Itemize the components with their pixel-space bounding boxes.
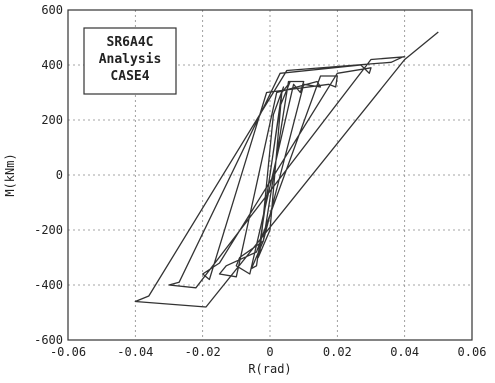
- x-axis-title: R(rad): [248, 362, 291, 376]
- legend-line-3: CASE4: [110, 69, 149, 84]
- plot-frame: [67, 9, 473, 341]
- x-tick-label: 0.06: [458, 345, 487, 359]
- x-tick-label: 0.02: [323, 345, 352, 359]
- y-tick-labels: -600 -400 -200 0 200 400 600: [34, 3, 63, 347]
- y-tick-label: 600: [41, 3, 63, 17]
- x-tick-label: 0.04: [390, 345, 419, 359]
- y-tick-label: -200: [34, 223, 63, 237]
- x-tick-label: 0: [266, 345, 273, 359]
- legend-line-2: Analysis: [99, 52, 162, 67]
- x-tick-label: -0.04: [117, 345, 153, 359]
- y-axis-title: M(kNm): [3, 153, 17, 196]
- y-tick-label: 200: [41, 113, 63, 127]
- y-tick-label: 0: [56, 168, 63, 182]
- y-tick-label: 400: [41, 58, 63, 72]
- y-tick-label: -600: [34, 333, 63, 347]
- x-tick-label: -0.02: [185, 345, 221, 359]
- y-tick-label: -400: [34, 278, 63, 292]
- hysteresis-series: [134, 31, 439, 308]
- legend-box: SR6A4C Analysis CASE4: [83, 27, 177, 95]
- x-tick-label: -0.06: [50, 345, 86, 359]
- legend-line-1: SR6A4C: [107, 35, 154, 50]
- x-tick-labels: -0.06 -0.04 -0.02 0 0.02 0.04 0.06: [50, 345, 487, 359]
- hysteresis-curve: [134, 31, 439, 308]
